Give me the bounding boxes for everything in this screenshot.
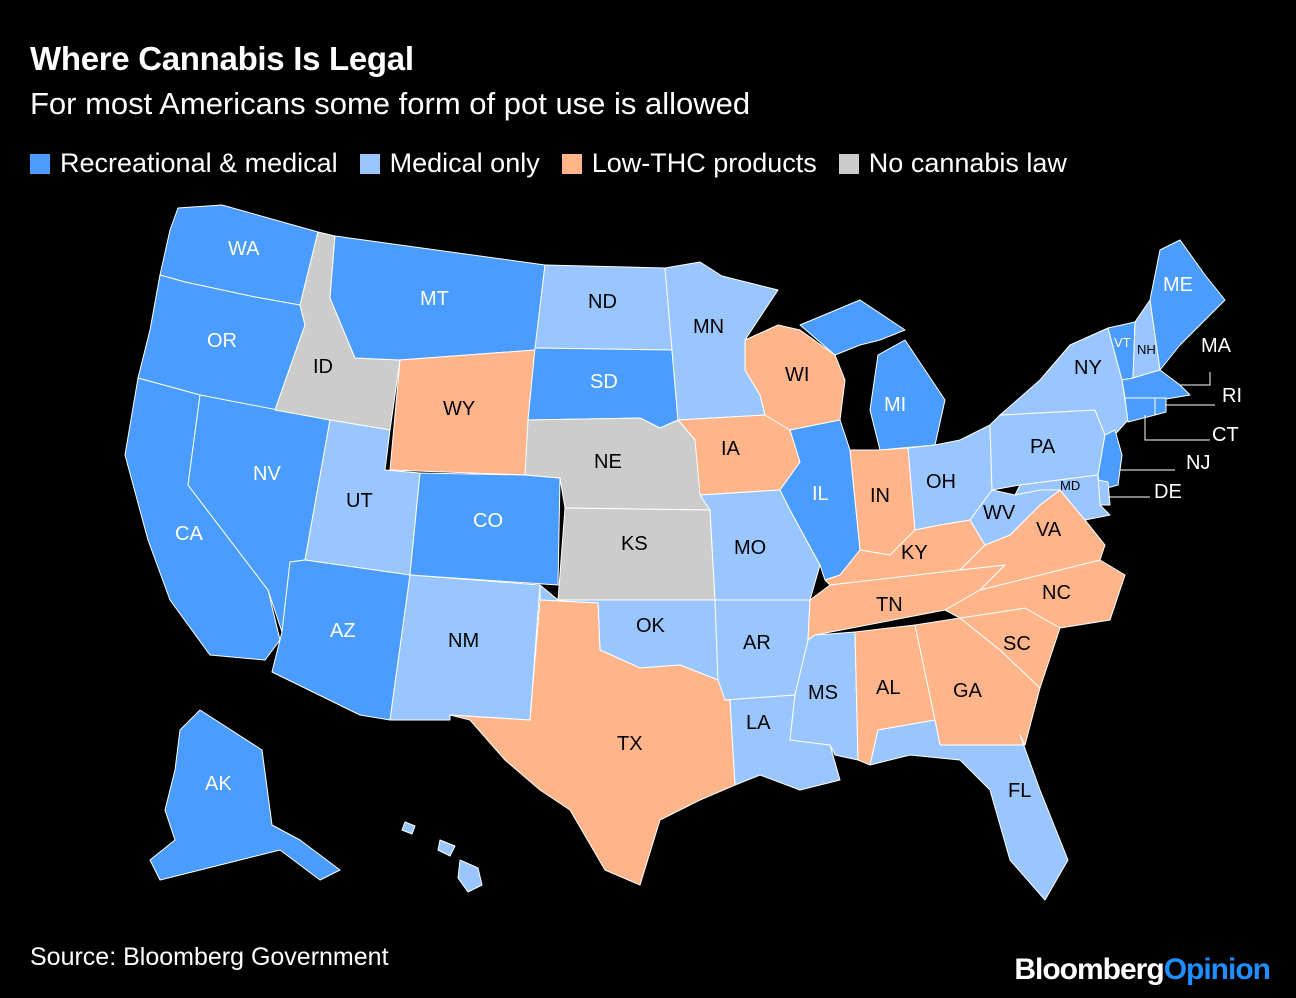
legend-label-low-thc: Low-THC products xyxy=(591,148,817,178)
label-ny: NY xyxy=(1074,357,1102,379)
state-mi xyxy=(799,299,946,451)
state-labels: WA OR CA NV ID MT WY UT AZ CO NM ND SD N… xyxy=(175,238,1242,802)
label-nd: ND xyxy=(588,291,617,313)
label-oh: OH xyxy=(926,471,956,493)
label-al: AL xyxy=(876,677,900,699)
legend-item-low-thc: Low-THC products xyxy=(561,148,817,179)
state-ms xyxy=(789,631,859,761)
label-mi: MI xyxy=(884,394,906,416)
legend-item-recreational: Recreational & medical xyxy=(30,148,338,179)
label-wv: WV xyxy=(983,502,1016,524)
label-pa: PA xyxy=(1030,436,1056,458)
label-ca: CA xyxy=(175,523,203,545)
label-nh: NH xyxy=(1137,342,1156,357)
label-vt: VT xyxy=(1114,335,1131,350)
label-mo: MO xyxy=(734,537,766,559)
label-tx: TX xyxy=(617,733,643,755)
legend-swatch-no-law xyxy=(838,153,859,174)
state-me xyxy=(1149,239,1226,371)
legend-item-medical: Medical only xyxy=(359,148,540,179)
label-ne: NE xyxy=(594,451,622,473)
label-ky: KY xyxy=(901,542,928,564)
label-mt: MT xyxy=(420,288,449,310)
label-ks: KS xyxy=(621,533,648,555)
chart-title: Where Cannabis Is Legal xyxy=(30,40,414,77)
label-ri: RI xyxy=(1222,385,1242,407)
label-in: IN xyxy=(870,485,890,507)
label-nm: NM xyxy=(448,630,479,652)
legend-swatch-recreational xyxy=(30,153,50,174)
label-wy: WY xyxy=(443,398,475,420)
label-ak: AK xyxy=(205,773,232,795)
chart-subtitle: For most Americans some form of pot use … xyxy=(30,86,751,121)
label-va: VA xyxy=(1036,519,1062,541)
label-ar: AR xyxy=(743,632,771,654)
legend-label-medical: Medical only xyxy=(389,148,540,178)
legend-item-no-law: No cannabis law xyxy=(838,148,1067,179)
label-ms: MS xyxy=(808,682,838,704)
state-md xyxy=(1014,474,1111,521)
label-nc: NC xyxy=(1042,582,1071,604)
legend-swatch-medical xyxy=(359,153,380,174)
label-leaders xyxy=(1108,372,1215,498)
label-ut: UT xyxy=(346,490,373,512)
legend: Recreational & medical Medical only Low-… xyxy=(30,148,1089,179)
label-sc: SC xyxy=(1003,633,1031,655)
brand-bloomberg: Bloomberg xyxy=(1014,953,1164,986)
label-md: MD xyxy=(1060,478,1080,493)
label-ga: GA xyxy=(953,680,983,702)
label-nv: NV xyxy=(253,463,281,485)
label-de: DE xyxy=(1154,481,1182,503)
label-nj: NJ xyxy=(1186,452,1210,474)
label-mn: MN xyxy=(693,316,724,338)
source-note: Source: Bloomberg Government xyxy=(30,943,389,971)
label-wi: WI xyxy=(785,364,809,386)
label-ia: IA xyxy=(721,438,741,460)
state-ak xyxy=(149,709,341,881)
label-wa: WA xyxy=(228,238,260,260)
brand-opinion: Opinion xyxy=(1163,953,1271,986)
state-ct xyxy=(1124,397,1156,423)
label-ok: OK xyxy=(636,615,666,637)
label-or: OR xyxy=(207,330,237,352)
legend-swatch-low-thc xyxy=(561,153,582,174)
state-fl xyxy=(869,719,1069,901)
label-me: ME xyxy=(1163,274,1193,296)
label-la: LA xyxy=(746,712,771,734)
label-ma: MA xyxy=(1201,335,1232,357)
legend-label-no-law: No cannabis law xyxy=(868,148,1067,178)
label-co: CO xyxy=(473,510,503,532)
brand-logo: BloombergOpinion xyxy=(1014,953,1271,987)
state-tx xyxy=(449,599,736,886)
label-sd: SD xyxy=(590,371,618,393)
label-il: IL xyxy=(812,483,829,505)
label-fl: FL xyxy=(1008,780,1031,802)
label-ct: CT xyxy=(1212,424,1239,446)
state-co xyxy=(409,472,561,586)
state-ri xyxy=(1154,397,1167,416)
legend-label-recreational: Recreational & medical xyxy=(60,148,338,178)
label-id: ID xyxy=(313,356,333,378)
label-tn: TN xyxy=(876,594,903,616)
label-az: AZ xyxy=(330,620,356,642)
state-hi xyxy=(401,821,483,893)
